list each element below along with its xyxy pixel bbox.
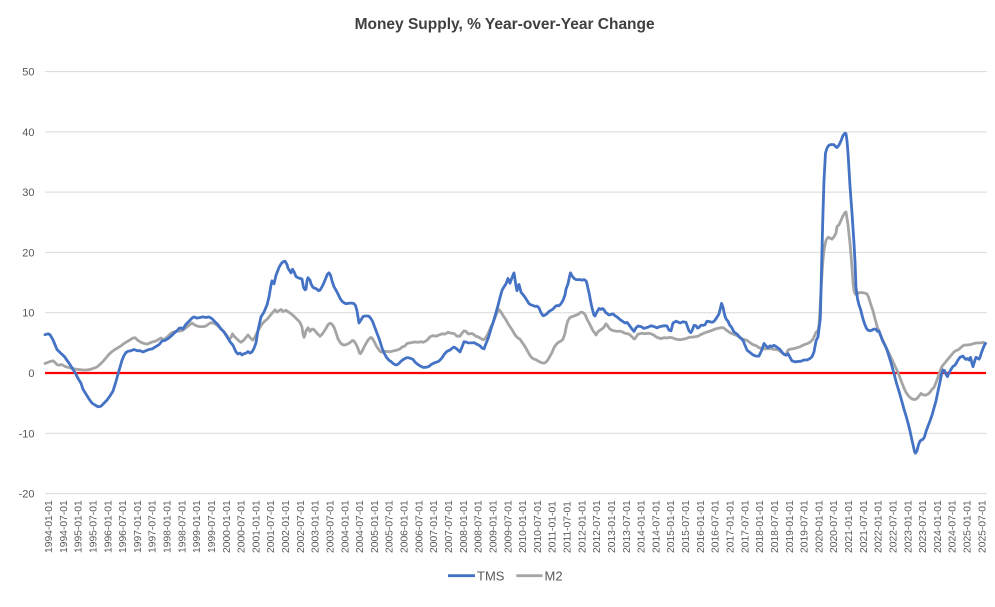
svg-text:-10: -10	[19, 428, 35, 440]
svg-text:2016-07-01: 2016-07-01	[711, 500, 722, 553]
svg-text:2017-01-01: 2017-01-01	[726, 500, 737, 553]
svg-text:2000-07-01: 2000-07-01	[237, 500, 248, 553]
svg-text:2010-07-01: 2010-07-01	[533, 500, 544, 553]
svg-text:2012-07-01: 2012-07-01	[592, 500, 603, 553]
svg-text:2003-07-01: 2003-07-01	[326, 500, 337, 553]
svg-text:2009-01-01: 2009-01-01	[488, 500, 499, 553]
svg-text:50: 50	[22, 67, 34, 79]
svg-text:2011-07-01: 2011-07-01	[563, 501, 574, 553]
svg-text:2006-07-01: 2006-07-01	[414, 500, 425, 553]
svg-text:2021-01-01: 2021-01-01	[844, 500, 855, 553]
svg-text:Money Supply, % Year-over-Year: Money Supply, % Year-over-Year Change	[355, 16, 655, 33]
svg-text:1995-07-01: 1995-07-01	[88, 500, 99, 553]
svg-text:2010-01-01: 2010-01-01	[518, 500, 529, 553]
svg-text:2016-01-01: 2016-01-01	[696, 500, 707, 553]
svg-text:-20: -20	[19, 489, 35, 501]
svg-text:1999-07-01: 1999-07-01	[207, 500, 218, 553]
svg-text:2022-07-01: 2022-07-01	[889, 500, 900, 553]
svg-text:2000-01-01: 2000-01-01	[222, 500, 233, 553]
svg-text:1998-01-01: 1998-01-01	[163, 500, 174, 553]
svg-text:2011-01-01: 2011-01-01	[548, 501, 559, 553]
svg-text:2002-01-01: 2002-01-01	[281, 500, 292, 553]
svg-text:2005-07-01: 2005-07-01	[385, 500, 396, 553]
svg-text:2001-07-01: 2001-07-01	[266, 500, 277, 553]
svg-text:1995-01-01: 1995-01-01	[74, 500, 85, 553]
svg-text:1996-01-01: 1996-01-01	[103, 500, 114, 553]
svg-text:2004-07-01: 2004-07-01	[355, 500, 366, 553]
svg-text:1997-01-01: 1997-01-01	[133, 500, 144, 553]
svg-text:2014-01-01: 2014-01-01	[637, 500, 648, 553]
svg-text:2015-01-01: 2015-01-01	[666, 500, 677, 553]
svg-text:2020-07-01: 2020-07-01	[829, 500, 840, 553]
svg-text:2019-01-01: 2019-01-01	[785, 500, 796, 553]
svg-text:2014-07-01: 2014-07-01	[651, 500, 662, 553]
svg-text:2002-07-01: 2002-07-01	[296, 500, 307, 553]
svg-text:2022-01-01: 2022-01-01	[874, 500, 885, 553]
svg-text:2017-07-01: 2017-07-01	[740, 500, 751, 553]
svg-text:2003-01-01: 2003-01-01	[311, 500, 322, 553]
svg-text:2023-01-01: 2023-01-01	[903, 500, 914, 553]
svg-text:2013-07-01: 2013-07-01	[622, 500, 633, 553]
svg-text:2019-07-01: 2019-07-01	[800, 500, 811, 553]
svg-text:2004-01-01: 2004-01-01	[340, 500, 351, 553]
svg-text:2025-07-01: 2025-07-01	[977, 500, 988, 553]
svg-text:1994-01-01: 1994-01-01	[44, 500, 55, 553]
svg-text:2007-07-01: 2007-07-01	[444, 500, 455, 553]
svg-text:1994-07-01: 1994-07-01	[59, 500, 70, 553]
svg-text:2025-01-01: 2025-01-01	[963, 500, 974, 553]
svg-text:2020-01-01: 2020-01-01	[814, 500, 825, 553]
svg-text:2024-07-01: 2024-07-01	[948, 500, 959, 553]
svg-text:1998-07-01: 1998-07-01	[177, 500, 188, 553]
svg-text:20: 20	[22, 247, 34, 259]
svg-text:2012-01-01: 2012-01-01	[577, 500, 588, 553]
svg-text:30: 30	[22, 187, 34, 199]
svg-text:1999-01-01: 1999-01-01	[192, 500, 203, 553]
svg-text:1996-07-01: 1996-07-01	[118, 500, 129, 553]
svg-text:2018-01-01: 2018-01-01	[755, 500, 766, 553]
svg-text:2024-01-01: 2024-01-01	[933, 500, 944, 553]
svg-text:2018-07-01: 2018-07-01	[770, 500, 781, 553]
svg-text:2006-01-01: 2006-01-01	[400, 500, 411, 553]
svg-text:2008-01-01: 2008-01-01	[459, 500, 470, 553]
svg-text:2007-01-01: 2007-01-01	[429, 500, 440, 553]
svg-text:2001-01-01: 2001-01-01	[251, 500, 262, 553]
svg-text:TMS: TMS	[477, 568, 505, 583]
svg-text:2015-07-01: 2015-07-01	[681, 500, 692, 553]
svg-text:1997-07-01: 1997-07-01	[148, 500, 159, 553]
svg-text:10: 10	[22, 308, 34, 320]
svg-text:2009-07-01: 2009-07-01	[503, 500, 514, 553]
svg-text:40: 40	[22, 127, 34, 139]
svg-text:2021-07-01: 2021-07-01	[859, 500, 870, 553]
svg-text:0: 0	[28, 368, 34, 380]
svg-text:2023-07-01: 2023-07-01	[918, 500, 929, 553]
svg-text:M2: M2	[545, 568, 563, 583]
svg-text:2013-01-01: 2013-01-01	[607, 500, 618, 553]
svg-text:2005-01-01: 2005-01-01	[370, 500, 381, 553]
svg-text:2008-07-01: 2008-07-01	[474, 500, 485, 553]
